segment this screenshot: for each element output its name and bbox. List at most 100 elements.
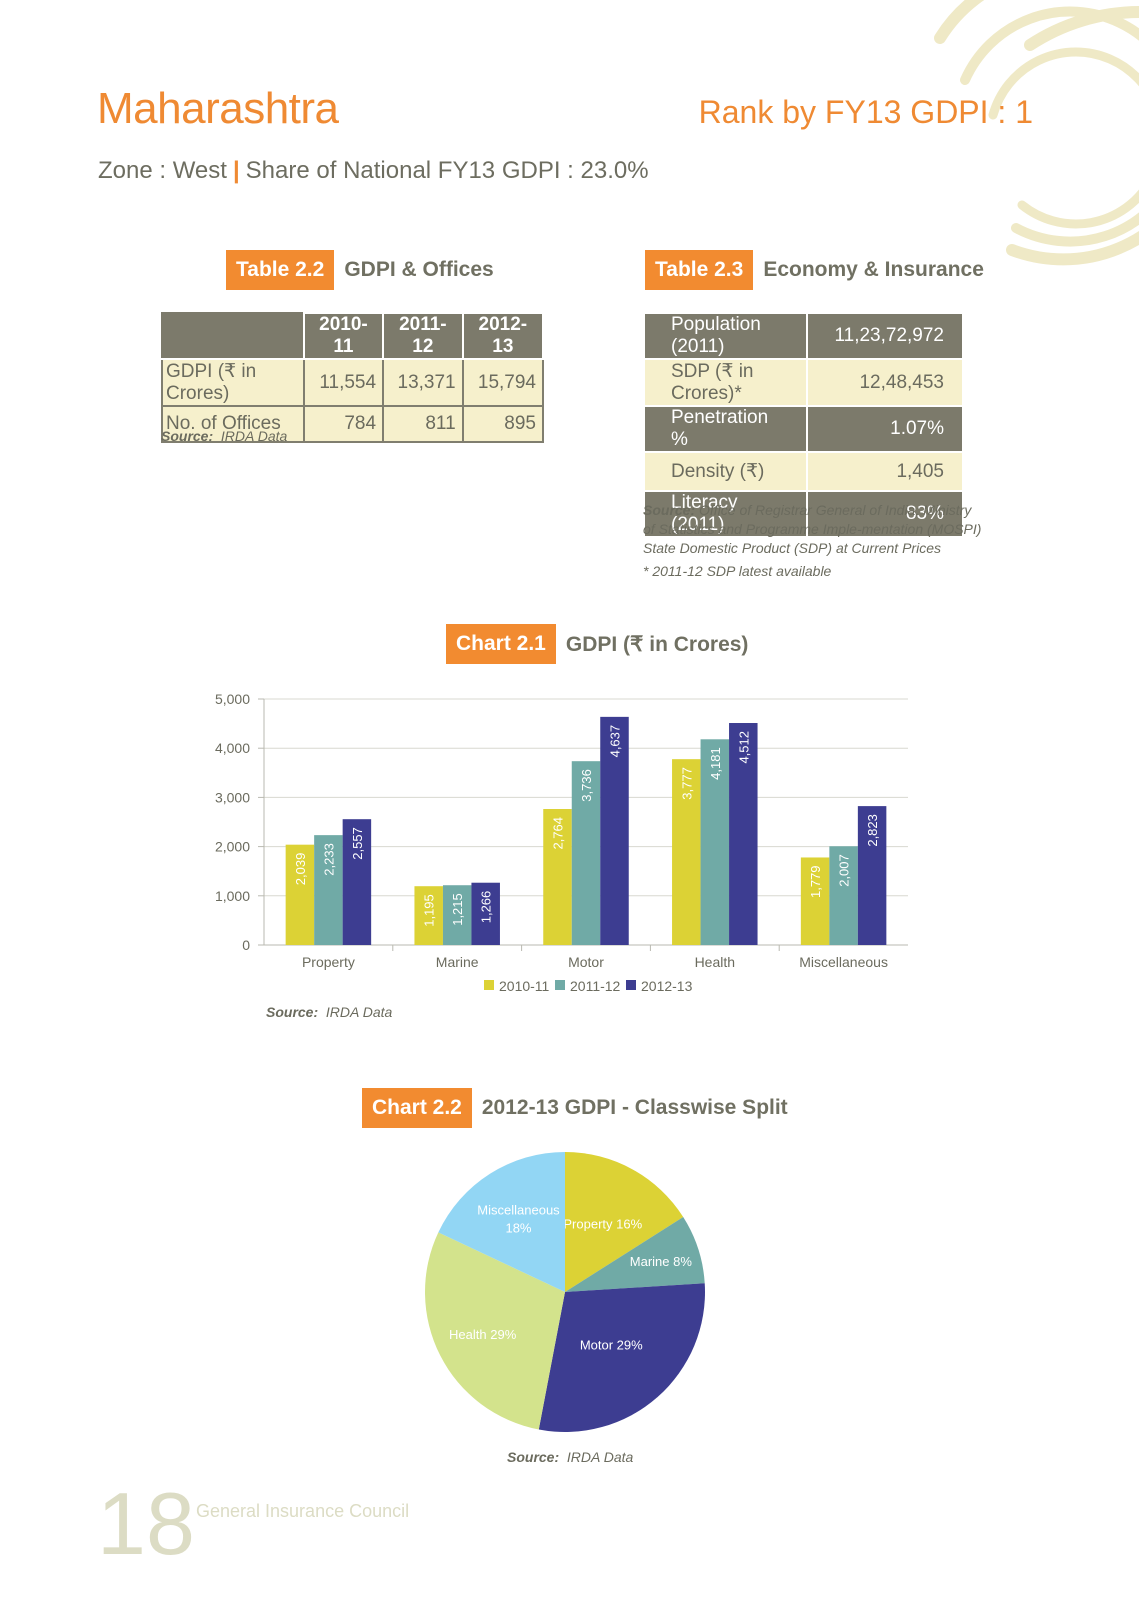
row-label: GDPI (₹ in Crores) [161,358,305,407]
chart22-source: Source: IRDA Data [507,1449,633,1465]
source-label: Source: [507,1449,560,1465]
table-cell: 11,23,72,972 [806,312,964,360]
chart21-title: GDPI (₹ in Crores) [565,632,749,656]
bar-data-label: 1,215 [450,893,465,926]
table-header-row: 2010-11 2011-12 2012-13 [161,312,545,360]
zone-line: Zone : West | Share of National FY13 GDPI … [98,157,649,185]
bar [571,761,601,945]
bar [729,723,758,945]
share-label: Share of National FY13 GDPI : 23.0% [245,157,649,184]
bar-data-label: 1,195 [422,894,437,927]
table23-caption: Table 2.3 Economy & Insurance [645,250,984,290]
table-cell: 83% [806,490,964,538]
legend-label: 2011-12 [570,978,621,994]
source-text: Office of Registrar General of India; Mi… [643,502,982,537]
bar-data-label: 1,266 [479,891,494,924]
bar-data-label: 3,777 [679,767,694,800]
bar [471,882,500,945]
x-tick-label: Motor [568,954,604,970]
bar-data-label: 4,637 [608,725,623,758]
y-tick-label: 3,000 [215,789,250,805]
row-label: Population (2011) [642,312,809,360]
bar [442,885,472,945]
table-header-cell: 2011-12 [382,312,464,360]
table-row: Penetration % 1.07% [642,405,964,453]
table-cell: 11,554 [302,358,385,407]
chart22-caption: Chart 2.2 2012-13 GDPI - Classwise Split [362,1088,788,1128]
bar-data-label: 2,823 [865,814,880,847]
rank-label: Rank by FY13 GDPI : 1 [698,94,1033,130]
pie-slice-label: Miscellaneous [477,1203,560,1218]
row-label: Penetration % [642,405,809,453]
bar [342,819,372,945]
table-row: GDPI (₹ in Crores) 11,554 13,371 15,794 [161,358,545,407]
y-tick-label: 5,000 [215,691,250,707]
bar [285,844,315,945]
decorative-arcs [934,0,1139,266]
pie-slice-label: Motor 29% [580,1338,643,1353]
chart21-tag: Chart 2.1 [446,624,556,664]
source-text-2: State Domestic Product (SDP) at Current … [643,540,941,556]
x-tick-label: Health [695,954,735,970]
y-tick-label: 2,000 [215,839,250,855]
bar-data-label: 4,512 [736,731,751,764]
pie-slice [425,1232,565,1430]
table-header-blank [161,312,305,360]
economy-insurance-table: Population (2011) 11,23,72,972 SDP (₹ in… [642,312,964,538]
table23-tag: Table 2.3 [645,250,754,290]
table-header-cell: 2012-13 [461,312,545,360]
pie-slice-label: Marine 8% [630,1254,693,1269]
chart22-tag: Chart 2.2 [362,1088,472,1128]
pie-slice-label: 18% [505,1221,531,1236]
bar [314,835,343,945]
table-cell: 12,48,453 [806,358,964,407]
row-label: SDP (₹ in Crores)* [642,358,809,407]
bar [600,716,629,945]
x-tick-label: Property [302,954,355,970]
y-tick-label: 4,000 [215,740,250,756]
table22-tag: Table 2.2 [226,250,335,290]
bar [700,739,730,945]
source-label: Source: [161,428,214,444]
table-row: Literacy (2011) 83% [642,490,964,538]
table-cell: 784 [302,405,385,443]
y-tick-label: 0 [242,937,250,953]
table-cell: 15,794 [461,358,545,407]
bar-data-label: 4,181 [708,747,723,780]
bar-data-label: 2,007 [837,854,852,887]
bar [672,759,701,945]
pie-slice-label: Health 29% [449,1327,517,1342]
table-row: Density (₹) 1,405 [642,451,964,492]
bar [414,886,443,945]
table-cell: 811 [382,405,464,443]
bar [800,857,830,945]
source-label: Source: [266,1004,319,1020]
legend-swatch [484,980,494,990]
bar [857,806,887,945]
legend-swatch [555,980,565,990]
legend-label: 2012-13 [641,978,693,994]
chart21-source: Source: IRDA Data [266,1004,392,1020]
bar-data-label: 2,557 [350,827,365,860]
y-tick-label: 1,000 [215,888,250,904]
bar-data-label: 1,779 [808,865,823,898]
gdpi-offices-table: 2010-11 2011-12 2012-13 GDPI (₹ in Crore… [161,312,545,443]
pie-slice [538,1283,705,1432]
legend-swatch [626,980,636,990]
chart22-title: 2012-13 GDPI - Classwise Split [481,1096,788,1119]
source-text: IRDA Data [220,428,288,444]
table23-note: * 2011-12 SDP latest available [643,563,832,579]
legend-label: 2010-11 [499,978,550,994]
source-label: Source: [643,502,696,518]
table-cell: 1,405 [806,451,964,492]
source-text: IRDA Data [566,1449,634,1465]
row-label: Literacy (2011) [642,490,809,538]
table23-source: Source: Office of Registrar General of I… [643,501,983,558]
table22-title: GDPI & Offices [344,258,494,281]
bar-data-label: 2,039 [293,853,308,886]
pie-slice [565,1152,684,1292]
zone-label: Zone : West [98,157,227,184]
row-label: No. of Offices [161,405,305,443]
x-tick-label: Miscellaneous [799,954,888,970]
pie-slice-label: Property 16% [563,1216,642,1231]
